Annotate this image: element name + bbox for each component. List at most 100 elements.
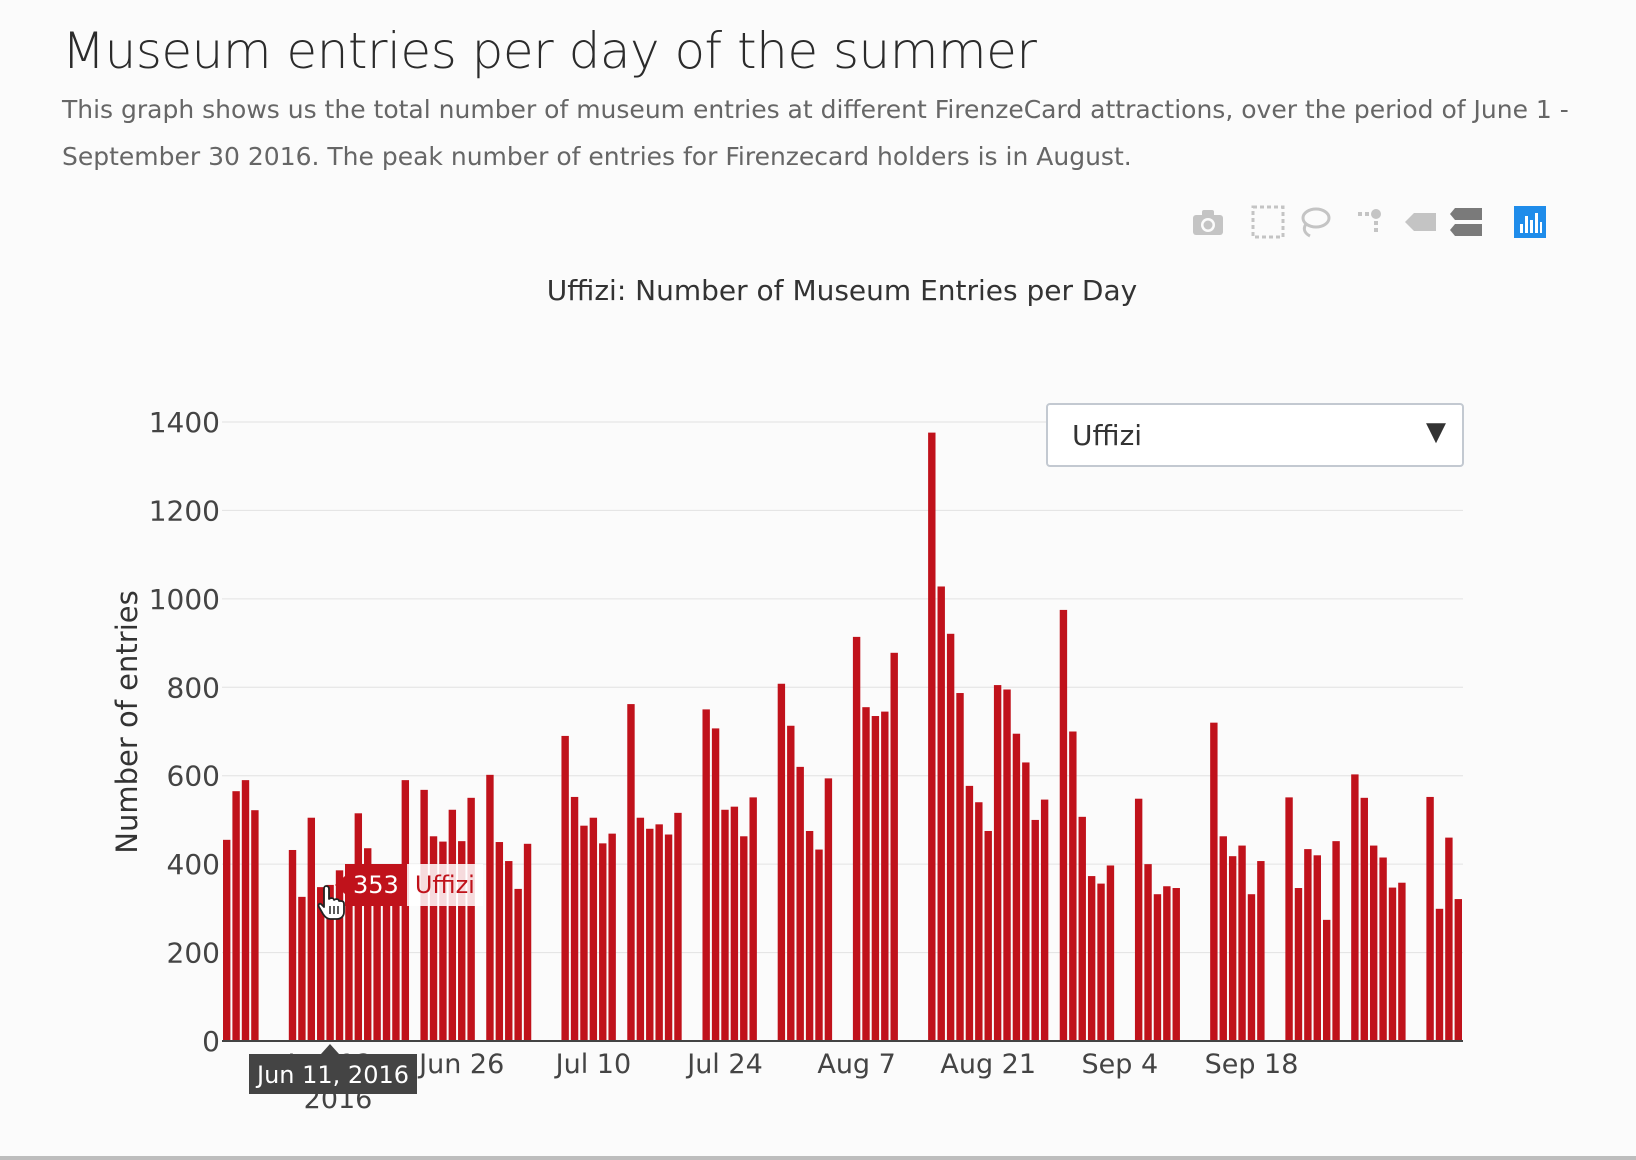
spike-lines-icon[interactable] — [1354, 204, 1390, 240]
bar[interactable] — [1379, 857, 1387, 1041]
bar[interactable] — [1351, 774, 1359, 1041]
bar[interactable] — [1012, 733, 1021, 1041]
bar[interactable] — [1219, 836, 1227, 1041]
bar[interactable] — [439, 841, 447, 1041]
bar[interactable] — [570, 796, 579, 1041]
bar[interactable] — [298, 896, 306, 1041]
bar[interactable] — [1238, 845, 1246, 1041]
bar[interactable] — [956, 693, 964, 1041]
bar[interactable] — [777, 683, 786, 1041]
bar[interactable] — [486, 774, 494, 1041]
bar[interactable] — [740, 836, 748, 1041]
museum-select-dropdown[interactable]: Uffizi ▼ — [1046, 403, 1464, 467]
bar[interactable] — [1022, 762, 1030, 1041]
bar[interactable] — [608, 833, 616, 1041]
bar[interactable] — [1069, 731, 1077, 1042]
bar[interactable] — [946, 633, 955, 1041]
bar[interactable] — [881, 711, 889, 1041]
bar[interactable] — [655, 824, 663, 1041]
bar[interactable] — [1388, 887, 1397, 1041]
bar[interactable] — [223, 839, 231, 1041]
bar[interactable] — [664, 834, 673, 1041]
bar[interactable] — [975, 802, 983, 1041]
bars[interactable] — [223, 432, 1462, 1042]
bar[interactable] — [373, 895, 381, 1041]
bar[interactable] — [993, 685, 1002, 1041]
bar[interactable] — [505, 861, 513, 1041]
bar[interactable] — [1445, 837, 1453, 1041]
bar[interactable] — [787, 725, 795, 1041]
bar[interactable] — [448, 809, 457, 1041]
bar[interactable] — [467, 797, 475, 1041]
box-select-icon[interactable] — [1250, 204, 1286, 240]
bar[interactable] — [561, 735, 569, 1041]
bar[interactable] — [354, 813, 363, 1041]
bar[interactable] — [824, 778, 833, 1041]
bar[interactable] — [1304, 849, 1312, 1041]
bar[interactable] — [392, 900, 400, 1041]
bar[interactable] — [1163, 886, 1171, 1041]
hover-compare-icon[interactable] — [1448, 204, 1484, 240]
bar[interactable] — [1257, 861, 1265, 1041]
bar[interactable] — [1294, 888, 1303, 1041]
bar[interactable] — [288, 849, 297, 1041]
bar[interactable] — [1040, 799, 1049, 1041]
bar[interactable] — [1398, 882, 1406, 1041]
bar[interactable] — [1134, 798, 1143, 1041]
bar[interactable] — [805, 830, 814, 1041]
bar[interactable] — [721, 809, 729, 1041]
bar[interactable] — [429, 836, 438, 1041]
bar[interactable] — [1153, 894, 1162, 1041]
bar[interactable] — [636, 817, 645, 1041]
bar[interactable] — [345, 886, 353, 1041]
bar[interactable] — [1031, 819, 1039, 1041]
bar[interactable] — [702, 709, 710, 1041]
bar[interactable] — [1360, 797, 1368, 1041]
bar[interactable] — [1144, 864, 1152, 1041]
bar[interactable] — [1247, 894, 1256, 1041]
bar[interactable] — [1285, 797, 1293, 1041]
bar[interactable] — [232, 791, 240, 1041]
bar[interactable] — [1172, 888, 1180, 1041]
bar[interactable] — [890, 652, 898, 1041]
bar[interactable] — [1106, 865, 1115, 1041]
bar[interactable] — [1426, 796, 1434, 1041]
bar[interactable] — [364, 848, 372, 1041]
bar[interactable] — [928, 432, 936, 1041]
bar[interactable] — [627, 704, 635, 1041]
bar[interactable] — [1059, 609, 1068, 1041]
bar[interactable] — [749, 797, 757, 1041]
plotly-logo-icon[interactable] — [1512, 204, 1548, 240]
bar[interactable] — [1369, 845, 1378, 1041]
bar[interactable] — [495, 842, 504, 1041]
bar[interactable] — [871, 716, 880, 1041]
bar[interactable] — [862, 707, 870, 1041]
bar[interactable] — [1435, 908, 1444, 1041]
bar[interactable] — [458, 841, 466, 1041]
bar[interactable] — [307, 817, 316, 1041]
bar[interactable] — [589, 817, 598, 1041]
bar[interactable] — [937, 586, 945, 1041]
bar[interactable] — [1078, 816, 1086, 1041]
bar[interactable] — [1003, 689, 1011, 1042]
bar[interactable] — [420, 789, 428, 1041]
lasso-select-icon[interactable] — [1296, 204, 1332, 240]
bar[interactable] — [580, 825, 588, 1041]
bar[interactable] — [317, 887, 325, 1041]
bar[interactable] — [241, 780, 250, 1041]
bar[interactable] — [674, 812, 682, 1041]
bar[interactable] — [711, 728, 720, 1041]
bar[interactable] — [1087, 876, 1096, 1041]
bar[interactable] — [646, 828, 654, 1041]
bar[interactable] — [1228, 856, 1237, 1041]
bar[interactable] — [1322, 919, 1331, 1041]
bar[interactable] — [730, 806, 739, 1041]
bar[interactable] — [965, 785, 974, 1041]
bar[interactable] — [815, 849, 823, 1041]
bar[interactable] — [401, 780, 410, 1041]
bar[interactable] — [852, 636, 861, 1041]
bar[interactable] — [796, 766, 804, 1041]
bar[interactable] — [382, 895, 391, 1041]
bar[interactable] — [1332, 841, 1340, 1041]
